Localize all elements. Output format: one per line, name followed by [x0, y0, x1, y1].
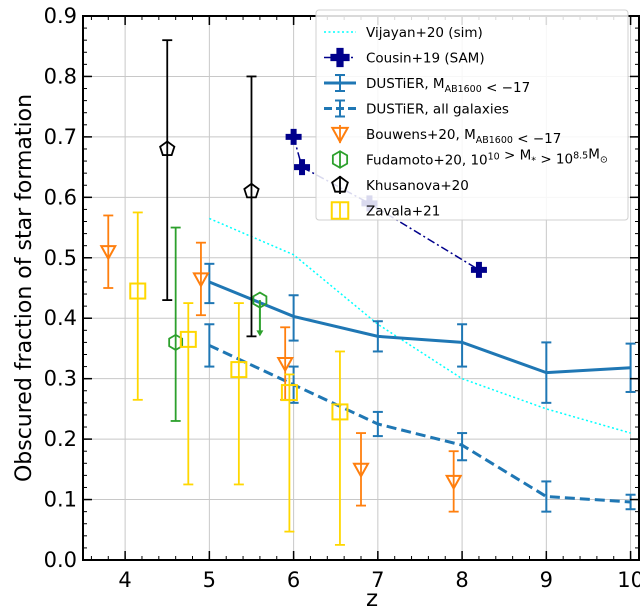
legend-item-vijayan: Vijayan+20 (sim) [324, 25, 483, 41]
y-tick-label: 0.8 [44, 64, 77, 88]
legend-item-zavala: Zavala+21 [330, 201, 440, 220]
legend-label-part: AB1600 [476, 135, 513, 146]
axes: 4 5 6 7 8 9 10 0.0 0.1 0.2 0.3 0.4 0.5 0.6 0.7 0.8 0.9 [44, 4, 640, 592]
legend-label-part: < −17 [513, 131, 561, 147]
data-point [352, 462, 370, 479]
legend-marker [331, 175, 349, 193]
y-tick-label: 0.6 [44, 185, 77, 209]
series-bouwens [99, 214, 463, 513]
x-tick-label: 5 [203, 568, 216, 592]
legend-label: Cousin+19 (SAM) [366, 51, 485, 67]
data-point [331, 403, 349, 421]
data-point [179, 330, 197, 348]
legend-label-part: 8.5 [573, 151, 588, 162]
legend-label-part: > 10 [536, 152, 573, 168]
data-point [280, 384, 298, 402]
legend-item-bouwens: Bouwens+20, MAB1600 < −17 [330, 125, 561, 147]
x-tick-label: 4 [118, 568, 131, 592]
legend-label: Fudamoto+20, 1010 > M* > 108.5M⊙ [366, 147, 608, 169]
y-tick-label: 0.2 [44, 427, 77, 451]
legend-item-khusanova: Khusanova+20 [331, 175, 469, 194]
series-line [209, 217, 631, 434]
legend-label-part: AB1600 [445, 84, 482, 95]
data-point [230, 361, 248, 379]
y-tick-label: 0.0 [44, 548, 77, 572]
series-zavala [129, 211, 349, 546]
data-point [192, 272, 210, 288]
x-tick-label: 7 [371, 568, 384, 592]
legend: Vijayan+20 (sim) Cousin+19 (SAM) DUSTiER, … [315, 9, 629, 221]
x-tick-label: 9 [540, 568, 553, 592]
series-line [208, 344, 631, 504]
data-point [294, 159, 311, 176]
y-tick-label: 0.3 [44, 367, 77, 391]
legend-item-dustier_bright: DUSTiER, MAB1600 < −17 [324, 74, 530, 96]
series-vijayan [209, 217, 631, 434]
data-point [444, 474, 463, 491]
y-tick-label: 0.7 [44, 125, 77, 149]
legend-label-part: Bouwens+20, M [366, 127, 476, 143]
data-point [243, 182, 260, 199]
legend-label: Vijayan+20 (sim) [366, 25, 483, 41]
data-point [470, 261, 487, 278]
legend-item-fudamoto: Fudamoto+20, 1010 > M* > 108.5M⊙ [331, 147, 608, 169]
series-fudamoto [168, 226, 268, 422]
legend-label: Zavala+21 [366, 204, 440, 220]
legend-label-part: 10 [488, 152, 500, 163]
y-tick-label: 0.1 [44, 488, 77, 512]
data-point [99, 245, 117, 261]
x-tick-label: 10 [617, 568, 640, 592]
legend-label-part: ⊙ [600, 155, 608, 166]
legend-marker [330, 201, 350, 220]
upper-limit-arrowhead [256, 330, 264, 337]
x-tick-label: 8 [455, 568, 468, 592]
y-axis-label: Obscured fraction of star formation [12, 94, 37, 482]
data-point [129, 282, 147, 300]
legend-label-part: Fudamoto+20, 10 [366, 153, 488, 169]
data-point [285, 128, 302, 145]
series-dustier_bright [204, 262, 636, 404]
legend-label-part: > M [500, 148, 532, 164]
legend-marker [331, 150, 349, 169]
data-point [252, 291, 268, 309]
legend-label-part: * [531, 156, 536, 167]
legend-label-part: < −17 [482, 80, 530, 96]
x-tick-label: 6 [287, 568, 300, 592]
y-tick-label: 0.9 [44, 4, 77, 28]
legend-label: DUSTiER, all galaxies [366, 102, 509, 118]
legend-label: Bouwens+20, MAB1600 < −17 [366, 127, 561, 147]
data-point [168, 333, 184, 351]
y-tick-label: 0.5 [44, 246, 77, 270]
legend-marker [330, 47, 350, 68]
legend-box [315, 9, 629, 221]
legend-label: DUSTiER, MAB1600 < −17 [366, 76, 530, 96]
legend-label: Khusanova+20 [366, 178, 469, 194]
legend-marker [330, 126, 350, 144]
legend-label-part: M [588, 147, 600, 163]
series-khusanova [159, 39, 260, 338]
data-point [276, 356, 294, 373]
legend-item-cousin: Cousin+19 (SAM) [324, 47, 485, 68]
data-point [159, 140, 176, 156]
x-axis-label: z [366, 586, 378, 612]
legend-label-part: DUSTiER, M [366, 76, 445, 92]
series-line [208, 280, 631, 375]
series-dustier_all [204, 323, 636, 513]
y-tick-label: 0.4 [44, 306, 77, 330]
legend-item-dustier_all: DUSTiER, all galaxies [324, 99, 509, 118]
